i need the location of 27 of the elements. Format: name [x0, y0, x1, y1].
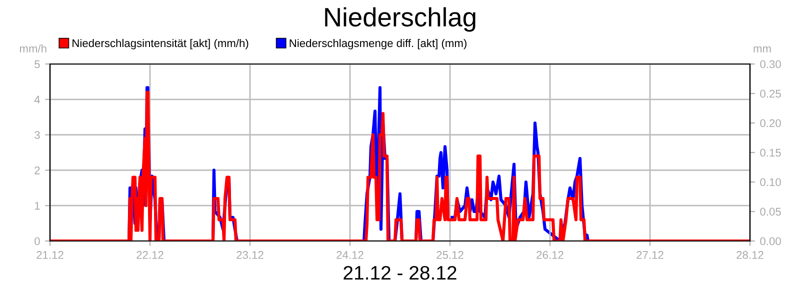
x-tick-label: 27.12: [636, 251, 664, 259]
y2-tick-label: 0.00: [760, 237, 781, 246]
y-tick-label: 2: [34, 166, 40, 174]
x-tick-label: 22.12: [136, 251, 164, 259]
x-tick-label: 28.12: [736, 251, 764, 259]
x-tick-label: 21.12: [36, 251, 64, 259]
y2-tick-label: 0.15: [760, 148, 781, 157]
y-axis-title: mm/h: [20, 44, 46, 52]
y2-tick-label: 0.10: [760, 178, 781, 186]
y-tick-label: 1: [34, 202, 40, 210]
x-tick-label: 26.12: [536, 251, 564, 259]
x-tick-label: 25.12: [436, 251, 464, 259]
x-tick-label: 23.12: [236, 251, 264, 259]
y2-tick-label: 0.20: [760, 119, 781, 128]
y-tick-label: 4: [34, 96, 40, 104]
y2-axis-title: mm: [754, 46, 771, 52]
y2-tick-label: 0.30: [760, 60, 781, 68]
y-tick-label: 5: [34, 60, 40, 68]
legend-label: Niederschlagsmenge diff. [akt] (mm): [290, 38, 466, 50]
y-tick-label: 3: [34, 131, 40, 139]
x-tick-label: 24.12: [336, 251, 364, 259]
y2-tick-label: 0.25: [760, 90, 781, 98]
y-tick-label: 0: [34, 237, 40, 246]
x-axis-title: 21.12 - 28.12: [344, 266, 456, 280]
chart-title: Niederschlag: [325, 7, 476, 32]
legend-label: Niederschlagsintensität [akt] (mm/h): [72, 38, 248, 50]
y2-tick-label: 0.05: [760, 208, 781, 216]
